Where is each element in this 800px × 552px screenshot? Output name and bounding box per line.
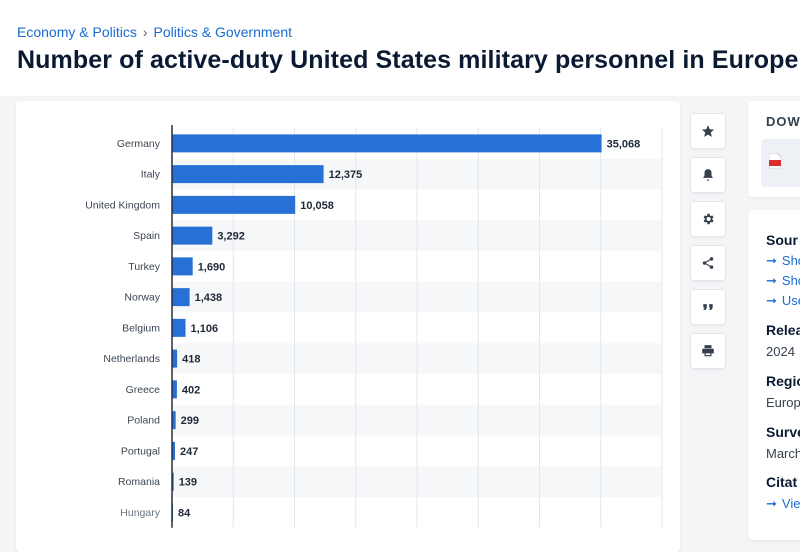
source-link-2[interactable]: ➞ Sho	[766, 273, 800, 289]
star-icon	[701, 125, 715, 137]
category-label: Belgium	[122, 322, 160, 334]
breadcrumb-politics-government[interactable]: Politics & Government	[153, 24, 293, 40]
notification-button[interactable]	[690, 157, 726, 193]
arrow-right-icon: ➞	[766, 253, 777, 268]
bar	[172, 441, 176, 460]
value-label: 247	[180, 446, 198, 458]
cite-button[interactable]	[690, 289, 726, 325]
category-label: Italy	[141, 169, 161, 181]
bar-chart: Germany 35,068 Italy 12,375 United Kingdom 10…	[85, 125, 663, 528]
value-label: 402	[182, 384, 200, 396]
value-label: 3,292	[217, 231, 245, 243]
statistic-info-card: Sour ➞ Sho ➞ Sho ➞ Use Relea 2024 Regio Eur…	[748, 210, 800, 540]
source-link-3-label: Use	[781, 293, 800, 308]
survey-value: March	[766, 446, 800, 461]
source-link-2-label: Sho	[781, 273, 800, 288]
value-label: 1,106	[191, 323, 219, 335]
bar	[172, 349, 178, 368]
favorite-button[interactable]	[690, 113, 726, 149]
pdf-icon	[769, 153, 781, 169]
value-label: 299	[181, 415, 199, 427]
category-label: Hungary	[120, 507, 160, 519]
release-heading: Relea	[766, 322, 800, 338]
bar	[172, 134, 602, 153]
bar	[172, 165, 324, 184]
source-link-3[interactable]: ➞ Use	[766, 293, 800, 309]
bar	[172, 195, 296, 214]
citation-heading: Citat	[766, 474, 798, 490]
arrow-right-icon: ➞	[766, 293, 777, 308]
value-label: 139	[179, 477, 197, 489]
category-label: Poland	[127, 415, 160, 427]
value-label: 84	[178, 507, 191, 519]
bar	[172, 472, 174, 491]
download-pdf-button[interactable]	[761, 139, 800, 187]
arrow-right-icon: ➞	[766, 273, 777, 288]
bar	[172, 288, 190, 307]
page-header: Economy & Politics › Politics & Government…	[0, 0, 800, 96]
settings-button[interactable]	[690, 201, 726, 237]
category-label: Turkey	[128, 261, 160, 273]
value-label: 1,438	[195, 292, 223, 304]
citation-link-label: Vie	[781, 496, 800, 511]
arrow-right-icon: ➞	[766, 496, 777, 511]
bar	[172, 226, 213, 245]
release-value: 2024	[766, 344, 795, 359]
print-icon	[702, 345, 714, 357]
bar	[172, 411, 176, 430]
quote-icon	[703, 304, 713, 310]
bar	[172, 380, 177, 399]
source-heading: Sour	[766, 232, 798, 248]
source-link-1-label: Sho	[781, 253, 800, 268]
download-card: DOW	[748, 101, 800, 197]
download-title: DOW	[766, 114, 800, 129]
value-label: 1,690	[198, 261, 226, 273]
category-label: Norway	[124, 292, 160, 304]
citation-link[interactable]: ➞ Vie	[766, 496, 800, 512]
print-button[interactable]	[690, 333, 726, 369]
breadcrumb: Economy & Politics › Politics & Government	[17, 24, 292, 40]
category-label: Germany	[117, 138, 161, 150]
region-value: Europ	[766, 395, 800, 410]
region-heading: Regio	[766, 373, 800, 389]
value-label: 12,375	[329, 169, 363, 181]
value-label: 418	[182, 354, 200, 366]
bell-icon	[703, 169, 713, 181]
category-label: Portugal	[121, 445, 160, 457]
category-label: United Kingdom	[85, 199, 160, 211]
share-icon	[702, 257, 714, 269]
value-label: 35,068	[607, 138, 641, 150]
survey-heading: Surve	[766, 424, 800, 440]
page-title: Number of active-duty United States mili…	[17, 46, 799, 74]
chart-card: Germany 35,068 Italy 12,375 United Kingdom 10…	[16, 101, 680, 552]
bar	[172, 257, 193, 276]
category-label: Greece	[126, 384, 161, 396]
category-label: Spain	[133, 230, 160, 242]
breadcrumb-separator: ›	[142, 24, 148, 40]
bar	[172, 318, 186, 337]
gear-icon	[703, 213, 714, 225]
chart-toolbar	[690, 113, 726, 377]
share-button[interactable]	[690, 245, 726, 281]
category-label: Netherlands	[103, 353, 160, 365]
source-link-1[interactable]: ➞ Sho	[766, 253, 800, 269]
value-label: 10,058	[300, 200, 334, 212]
category-label: Romania	[118, 476, 160, 488]
breadcrumb-economy-politics[interactable]: Economy & Politics	[17, 24, 137, 40]
